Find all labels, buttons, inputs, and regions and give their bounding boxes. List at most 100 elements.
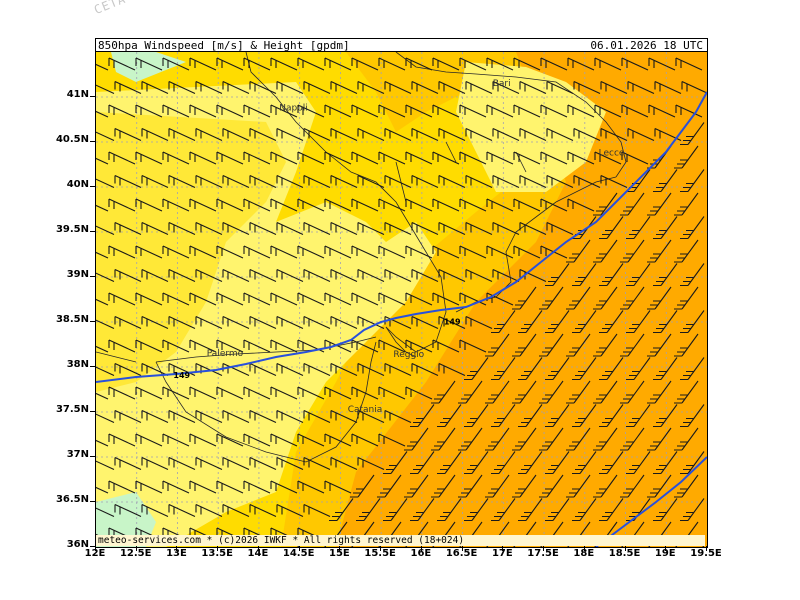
lat-lon-grid <box>96 52 707 547</box>
wind-barb <box>162 386 190 400</box>
wind-barb <box>162 433 190 447</box>
wind-barb-stroke <box>270 386 298 400</box>
wind-barb-stroke <box>573 175 601 188</box>
wind-barb-stroke <box>600 81 628 94</box>
lon-tick <box>665 546 667 551</box>
wind-barb-stroke <box>303 81 331 94</box>
wind-barb <box>512 427 537 451</box>
wind-barb-stroke <box>485 427 510 451</box>
wind-barb <box>513 151 541 165</box>
wind-barb-stroke <box>573 81 601 94</box>
wind-barb-stroke <box>459 104 487 118</box>
wind-barb <box>168 128 196 141</box>
wind-barb-stroke <box>141 81 169 94</box>
wind-barb-stroke <box>593 380 618 404</box>
wind-barb-stroke <box>135 104 163 118</box>
wind-barb <box>96 157 109 165</box>
wind-barb <box>357 175 385 188</box>
wind-barb <box>545 357 570 381</box>
lon-label: 12.5E <box>119 548 152 559</box>
wind-barb <box>324 480 352 494</box>
wind-barb <box>168 504 196 517</box>
wind-barb-stroke <box>485 333 510 357</box>
wind-barb-stroke <box>162 245 190 259</box>
wind-barb-stroke <box>303 316 331 329</box>
wind-barb <box>539 427 564 451</box>
wind-barb-stroke <box>330 128 358 141</box>
wind-barb <box>572 357 597 381</box>
wind-barb-stroke <box>135 151 163 165</box>
wind-barb <box>303 316 331 329</box>
wind-barb <box>216 198 244 212</box>
wind-barb <box>96 439 109 447</box>
wind-barb-stroke <box>539 286 564 310</box>
wind-barb <box>458 427 483 451</box>
wind-barb <box>674 333 699 357</box>
wind-barb <box>620 380 645 404</box>
wind-barb-stroke <box>141 504 169 517</box>
wind-barb-stroke <box>297 386 325 400</box>
wind-barb <box>513 245 541 259</box>
contour-label: 149 <box>173 371 190 380</box>
wind-barb <box>330 269 358 282</box>
wind-barb <box>108 433 136 447</box>
lat-tick <box>90 501 96 502</box>
wind-barb <box>593 427 618 451</box>
wind-barb-stroke <box>593 474 618 498</box>
wind-barb-stroke <box>674 380 699 404</box>
wind-barb-stroke <box>539 427 564 451</box>
wind-barb <box>621 57 649 71</box>
wind-barb-stroke <box>438 269 466 282</box>
wind-barb-stroke <box>96 319 115 329</box>
wind-barb-stroke <box>599 404 624 428</box>
wind-barb-stroke <box>378 57 406 71</box>
wind-barb-stroke <box>96 84 115 94</box>
wind-barb-stroke <box>600 175 628 188</box>
wind-barb <box>674 380 699 404</box>
wind-barb-stroke <box>303 410 331 423</box>
wind-barb-stroke <box>96 110 109 118</box>
wind-barb <box>486 245 514 259</box>
wind-barb <box>330 457 358 470</box>
wind-barb <box>189 292 217 306</box>
wind-barb <box>141 316 169 329</box>
wind-barb <box>485 427 510 451</box>
city-labels: Napoli Bari Lecce Palermo Catania Reggio <box>207 79 625 415</box>
wind-barb <box>383 498 408 522</box>
wind-barb-stroke <box>303 363 331 376</box>
wind-barb <box>243 57 271 71</box>
lon-tick <box>257 546 259 551</box>
wind-barb-stroke <box>222 269 250 282</box>
wind-barb-stroke <box>189 433 217 447</box>
lat-tick <box>90 141 96 142</box>
wind-barb-stroke <box>620 286 645 310</box>
wind-barb <box>465 81 493 94</box>
wind-barb <box>518 404 543 428</box>
wind-barb-stroke <box>512 380 537 404</box>
wind-barb-stroke <box>566 474 591 498</box>
wind-barb <box>626 357 651 381</box>
wind-barb-stroke <box>486 151 514 165</box>
lon-label: 18E <box>573 548 595 559</box>
wind-barb <box>216 292 244 306</box>
wind-barb-stroke <box>432 198 460 212</box>
wind-barb-stroke <box>593 239 618 263</box>
wind-barb-stroke <box>653 357 678 381</box>
wind-barb-stroke <box>378 151 406 165</box>
wind-barb <box>680 404 705 428</box>
wind-barb <box>384 410 412 423</box>
wind-barb-stroke <box>249 316 277 329</box>
lon-tick <box>217 546 219 551</box>
wind-barb <box>243 104 271 118</box>
wind-barbs <box>96 57 707 547</box>
wind-barb <box>680 357 705 381</box>
wind-barb <box>141 175 169 188</box>
wind-barb <box>351 245 379 259</box>
wind-barb-stroke <box>243 245 271 259</box>
wind-barb <box>512 286 537 310</box>
wind-barb-stroke <box>566 239 591 263</box>
wind-barb <box>572 498 597 522</box>
wind-barb <box>432 245 460 259</box>
wind-barb-stroke <box>599 498 624 522</box>
wind-barb-stroke <box>330 175 358 188</box>
